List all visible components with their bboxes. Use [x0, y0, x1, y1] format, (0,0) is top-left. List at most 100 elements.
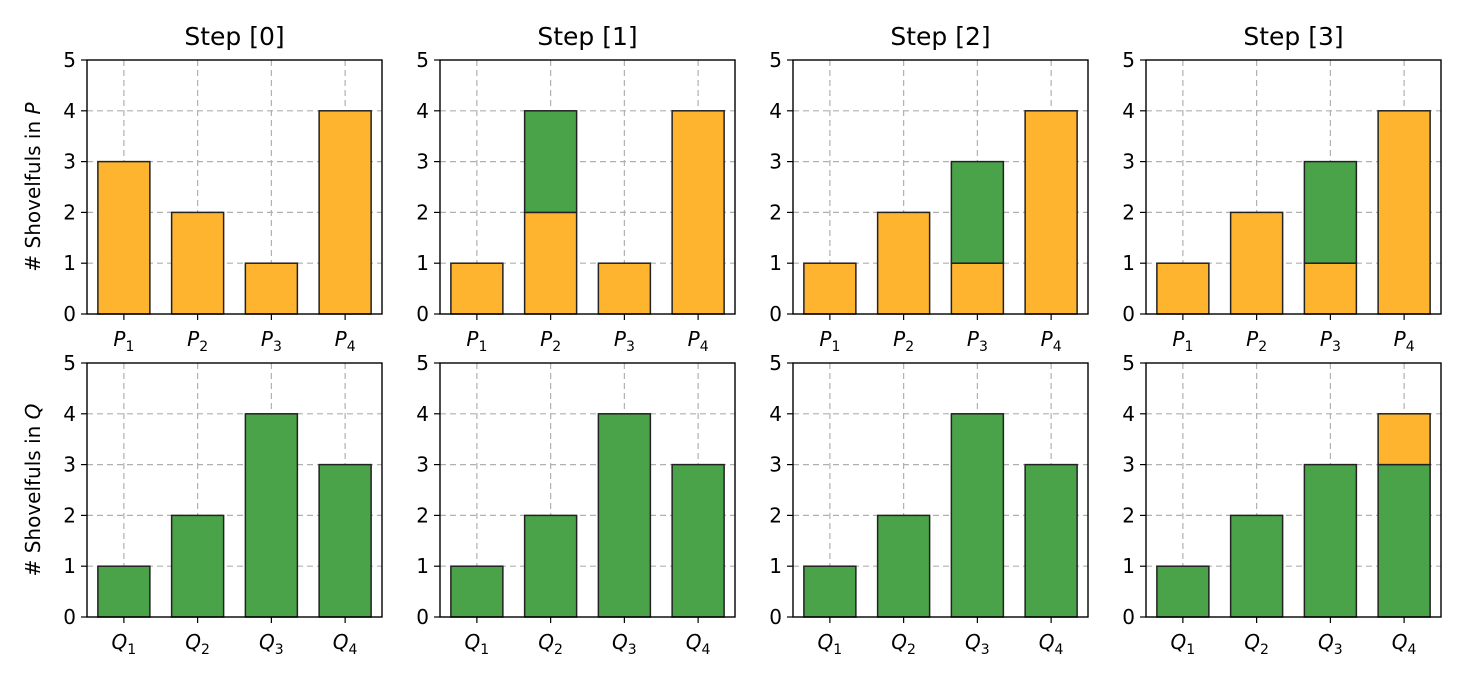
- bar-Q4-Q: [1377, 463, 1431, 618]
- bar-Q1-Q: [803, 565, 857, 618]
- bar-P2-P: [523, 211, 578, 315]
- axes-frame: [86, 362, 383, 618]
- y-tick-label: 4: [63, 99, 76, 123]
- y-tick-label: 2: [63, 503, 76, 527]
- bar-P2-P: [1229, 211, 1284, 315]
- y-axis-label-row-2: # Shovelfuls in Q: [21, 404, 45, 577]
- subplot-4: 0 1 2 3 4 5 P1 P2 P3 P4 Step [3]: [1122, 22, 1442, 355]
- bar-P4-P: [318, 110, 372, 315]
- subplot-2: 0 1 2 3 4 5 P1 P2 P3 P4 Step [1]: [416, 22, 736, 355]
- y-tick-label: 5: [416, 48, 429, 72]
- bar-Q4-P: [1377, 413, 1431, 466]
- y-tick-label: 5: [769, 48, 782, 72]
- bar-Q4-Q: [318, 463, 372, 618]
- y-tick-label: 4: [416, 99, 429, 123]
- subplot-7: 0 1 2 3 4 5 Q1 Q2 Q3 Q4: [769, 351, 1089, 658]
- bar-P3-P: [597, 262, 652, 315]
- y-tick-label: 5: [416, 351, 429, 375]
- y-tick-label: 5: [1122, 48, 1135, 72]
- y-tick-label: 2: [769, 503, 782, 527]
- subplot-6: 0 1 2 3 4 5 Q1 Q2 Q3 Q4: [416, 351, 736, 658]
- x-tick-label: Q4: [1392, 630, 1417, 658]
- x-tick-label: Q2: [185, 630, 210, 658]
- y-tick-label: 2: [1122, 200, 1135, 224]
- x-tick-label: P2: [893, 327, 914, 355]
- x-tick-label: Q1: [1171, 630, 1196, 658]
- y-tick-label: 2: [416, 503, 429, 527]
- x-tick-label: P1: [1172, 327, 1193, 355]
- bar-P3-Q: [1303, 160, 1358, 264]
- subplot-title: Step [1]: [537, 22, 637, 51]
- y-axis-label-row-1: # Shovelfuls in P: [21, 102, 45, 272]
- bar-Q2-Q: [876, 514, 931, 618]
- y-tick-label: 0: [769, 302, 782, 326]
- y-tick-label: 0: [416, 302, 429, 326]
- bar-Q1-Q: [97, 565, 151, 618]
- bar-P3-P: [1303, 262, 1358, 315]
- y-tick-label: 3: [63, 453, 76, 477]
- y-tick-label: 2: [769, 200, 782, 224]
- y-tick-label: 4: [769, 402, 782, 426]
- y-tick-label: 0: [1122, 605, 1135, 629]
- x-tick-label: P3: [261, 327, 282, 355]
- x-tick-label: Q3: [612, 630, 637, 658]
- bar-P2-P: [170, 211, 225, 315]
- bar-P4-P: [1024, 110, 1078, 315]
- x-tick-label: P3: [614, 327, 635, 355]
- y-tick-label: 0: [769, 605, 782, 629]
- y-tick-label: 1: [1122, 554, 1135, 578]
- x-tick-label: P4: [1041, 327, 1062, 355]
- subplot-1: 0 1 2 3 4 5 P1 P2 P3 P4 Step [0]: [63, 22, 383, 355]
- subplot-8: 0 1 2 3 4 5 Q1 Q2 Q3 Q4: [1122, 351, 1442, 658]
- y-tick-label: 0: [63, 302, 76, 326]
- y-tick-label: 1: [769, 554, 782, 578]
- bar-P1-P: [803, 262, 857, 315]
- x-tick-label: P3: [1320, 327, 1341, 355]
- bar-Q3-Q: [597, 413, 652, 618]
- y-tick-label: 3: [416, 150, 429, 174]
- x-tick-label: P2: [1246, 327, 1267, 355]
- axes-frame: [86, 59, 383, 315]
- bar-P1-P: [1156, 262, 1210, 315]
- y-tick-label: 3: [416, 453, 429, 477]
- axes-frame: [439, 59, 736, 315]
- bar-Q3-Q: [244, 413, 299, 618]
- y-tick-label: 5: [769, 351, 782, 375]
- x-tick-label: P4: [688, 327, 709, 355]
- bar-P2-P: [876, 211, 931, 315]
- y-tick-label: 3: [1122, 150, 1135, 174]
- y-tick-label: 0: [1122, 302, 1135, 326]
- y-tick-label: 4: [416, 402, 429, 426]
- x-tick-label: Q4: [686, 630, 711, 658]
- x-tick-label: Q2: [891, 630, 916, 658]
- axes-frame: [792, 362, 1089, 618]
- axes-frame: [1145, 59, 1442, 315]
- y-tick-label: 3: [63, 150, 76, 174]
- bar-Q3-Q: [950, 413, 1005, 618]
- y-tick-label: 1: [1122, 251, 1135, 275]
- x-tick-label: P2: [187, 327, 208, 355]
- y-tick-label: 3: [769, 453, 782, 477]
- x-tick-label: P2: [540, 327, 561, 355]
- bar-P3-P: [950, 262, 1005, 315]
- x-tick-label: P1: [466, 327, 487, 355]
- x-tick-label: Q1: [465, 630, 490, 658]
- y-tick-label: 1: [63, 251, 76, 275]
- subplot-3: 0 1 2 3 4 5 P1 P2 P3 P4 Step [2]: [769, 22, 1089, 355]
- y-tick-label: 1: [416, 251, 429, 275]
- bar-P3-P: [244, 262, 299, 315]
- y-tick-label: 3: [769, 150, 782, 174]
- bar-P3-Q: [950, 160, 1005, 264]
- y-tick-label: 0: [416, 605, 429, 629]
- axes-frame: [439, 362, 736, 618]
- y-tick-label: 5: [63, 351, 76, 375]
- y-tick-label: 2: [1122, 503, 1135, 527]
- bar-Q2-Q: [1229, 514, 1284, 618]
- y-tick-label: 4: [1122, 99, 1135, 123]
- bar-Q1-Q: [1156, 565, 1210, 618]
- bar-Q2-Q: [170, 514, 225, 618]
- y-tick-label: 5: [1122, 351, 1135, 375]
- y-tick-label: 1: [769, 251, 782, 275]
- x-tick-label: P1: [819, 327, 840, 355]
